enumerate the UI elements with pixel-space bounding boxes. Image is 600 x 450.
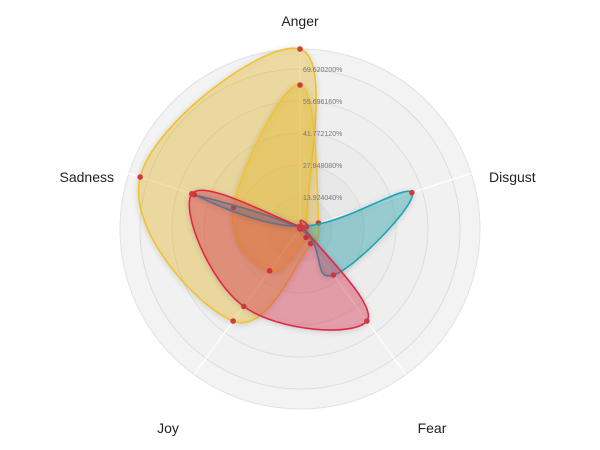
radar-axis-label-sadness: Sadness	[60, 169, 114, 185]
radar-data-point[interactable]	[364, 318, 370, 324]
radar-series-3	[188, 189, 370, 331]
radar-data-point[interactable]	[230, 318, 236, 324]
radar-axis-label-anger: Anger	[281, 13, 319, 29]
radar-axis-labels: Anger Disgust Fear Joy Sadness	[60, 13, 536, 436]
radar-axis-label-joy: Joy	[157, 420, 179, 436]
radar-tick-label: 55.696160%	[303, 99, 342, 106]
radar-data-point[interactable]	[137, 174, 143, 180]
radar-data-point[interactable]	[409, 189, 415, 196]
radar-data-point[interactable]	[240, 303, 247, 310]
radar-data-point[interactable]	[297, 46, 303, 52]
radar-axis-label-fear: Fear	[418, 420, 447, 436]
radar-series-group	[137, 46, 415, 331]
radar-tick-label: 13.924040%	[303, 195, 342, 202]
radar-tick-label: 27.848080%	[303, 163, 342, 170]
radar-tick-labels: 13.924040% 27.848080% 41.772120% 55.696160%…	[303, 67, 342, 202]
radar-data-point[interactable]	[297, 82, 303, 88]
radar-data-point[interactable]	[189, 191, 195, 197]
radar-data-point[interactable]	[300, 225, 307, 231]
radar-tick-label: 69.620200%	[303, 67, 342, 74]
radar-axis-label-disgust: Disgust	[489, 169, 536, 185]
radar-tick-label: 41.772120%	[303, 131, 342, 138]
